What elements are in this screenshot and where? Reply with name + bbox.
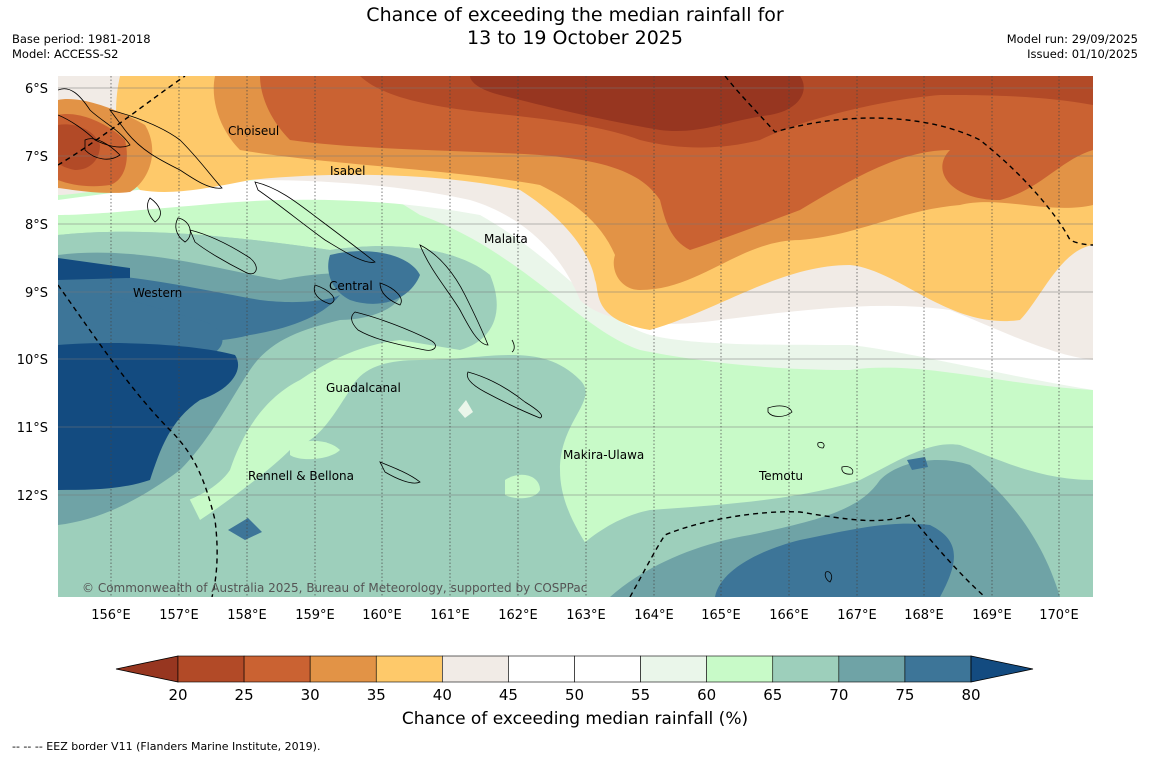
colorbar-tick-label: 65 — [763, 686, 782, 700]
colorbar-swatch — [772, 655, 840, 683]
colorbar-tick-label: 75 — [895, 686, 914, 700]
base-period: Base period: 1981-2018 — [12, 32, 151, 46]
latitude-labels: 6°S 7°S 8°S 9°S 10°S 11°S 12°S — [17, 82, 48, 504]
band-over-80 — [58, 343, 239, 490]
eez-legend-note: -- -- -- EEZ border V11 (Flanders Marine… — [12, 740, 321, 753]
lat-gridlines — [58, 87, 1093, 496]
label-choiseul: Choiseul — [228, 124, 279, 138]
colorbar-swatch — [904, 655, 972, 683]
colorbar-tick-label: 50 — [565, 686, 584, 700]
label-makira-ulawa: Makira-Ulawa — [563, 448, 644, 462]
issued-date: Issued: 01/10/2025 — [1027, 47, 1138, 61]
lon-label: 166°E — [769, 608, 809, 623]
lat-label: 6°S — [25, 82, 48, 97]
province-labels: Choiseul Isabel Malaita Western Central … — [133, 124, 803, 483]
colorbar-tick-label: 55 — [631, 686, 650, 700]
colorbar-extend-low — [115, 655, 179, 683]
meta-left: Base period: 1981-2018 Model: ACCESS-S2 — [12, 32, 151, 62]
colorbar-tick-label: 35 — [367, 686, 386, 700]
title-line-1: Chance of exceeding the median rainfall … — [366, 4, 784, 26]
lat-label: 9°S — [25, 286, 48, 301]
lon-label: 163°E — [566, 608, 606, 623]
lat-label: 10°S — [17, 353, 48, 368]
copyright-text: © Commonwealth of Australia 2025, Bureau… — [82, 581, 587, 595]
label-western: Western — [133, 286, 182, 300]
lat-label: 8°S — [25, 218, 48, 233]
lon-label: 167°E — [837, 608, 877, 623]
colorbar-extend-high — [970, 655, 1034, 683]
colorbar-title: Chance of exceeding median rainfall (%) — [401, 709, 749, 729]
title-line-2: 13 to 19 October 2025 — [467, 27, 683, 49]
model-name: Model: ACCESS-S2 — [12, 47, 119, 61]
colorbar-tick-label: 20 — [168, 686, 187, 700]
colorbar-swatch — [508, 655, 575, 683]
lat-label: 7°S — [25, 150, 48, 165]
colorbar-swatch — [243, 655, 311, 683]
label-guadalcanal: Guadalcanal — [326, 381, 401, 395]
colorbar-swatch — [442, 655, 509, 683]
lon-label: 164°E — [634, 608, 674, 623]
band-under-20 — [470, 76, 804, 132]
label-rennell-bellona: Rennell & Bellona — [248, 469, 354, 483]
lat-label: 11°S — [17, 421, 48, 436]
colorbar-swatch — [640, 655, 707, 683]
lon-label: 159°E — [295, 608, 335, 623]
lon-label: 158°E — [227, 608, 267, 623]
label-malaita: Malaita — [484, 232, 528, 246]
lon-label: 165°E — [701, 608, 741, 623]
model-run: Model run: 29/09/2025 — [1006, 32, 1138, 46]
colorbar-swatch — [838, 655, 906, 683]
lat-label: 12°S — [17, 489, 48, 504]
band-25-30 — [260, 76, 1093, 250]
lon-label: 170°E — [1039, 608, 1079, 623]
colorbar-tick-label: 70 — [829, 686, 848, 700]
chart-title: Chance of exceeding the median rainfall … — [0, 4, 1150, 50]
colorbar-tick-label: 30 — [301, 686, 320, 700]
coastlines — [58, 88, 854, 583]
colorbar: 20 25 30 35 40 45 50 55 60 65 70 75 80 — [115, 655, 1034, 700]
meta-right: Model run: 29/09/2025 Issued: 01/10/2025 — [1007, 32, 1138, 62]
colorbar-tick-label: 80 — [961, 686, 980, 700]
colorbar-tick-label: 60 — [697, 686, 716, 700]
colorbar-tick-label: 45 — [499, 686, 518, 700]
rainfall-field: Choiseul Isabel Malaita Western Central … — [58, 76, 1093, 597]
lon-label: 169°E — [972, 608, 1012, 623]
lon-gridlines — [110, 76, 1060, 597]
lon-label: 156°E — [91, 608, 131, 623]
eez-border — [58, 76, 1093, 597]
map: Choiseul Isabel Malaita Western Central … — [17, 76, 1093, 700]
label-isabel: Isabel — [330, 164, 365, 178]
lon-label: 168°E — [904, 608, 944, 623]
lon-label: 162°E — [498, 608, 538, 623]
longitude-labels: 156°E 157°E 158°E 159°E 160°E 161°E 162°… — [91, 608, 1079, 623]
colorbar-swatch — [177, 655, 245, 683]
colorbar-tick-label: 40 — [433, 686, 452, 700]
colorbar-swatch — [309, 655, 377, 683]
label-temotu: Temotu — [758, 469, 803, 483]
colorbar-swatch — [574, 655, 641, 683]
colorbar-swatch — [706, 655, 774, 683]
colorbar-tick-label: 25 — [235, 686, 254, 700]
label-central: Central — [329, 279, 373, 293]
colorbar-swatch — [375, 655, 443, 683]
lon-label: 160°E — [362, 608, 402, 623]
lon-label: 161°E — [430, 608, 470, 623]
lon-label: 157°E — [159, 608, 199, 623]
